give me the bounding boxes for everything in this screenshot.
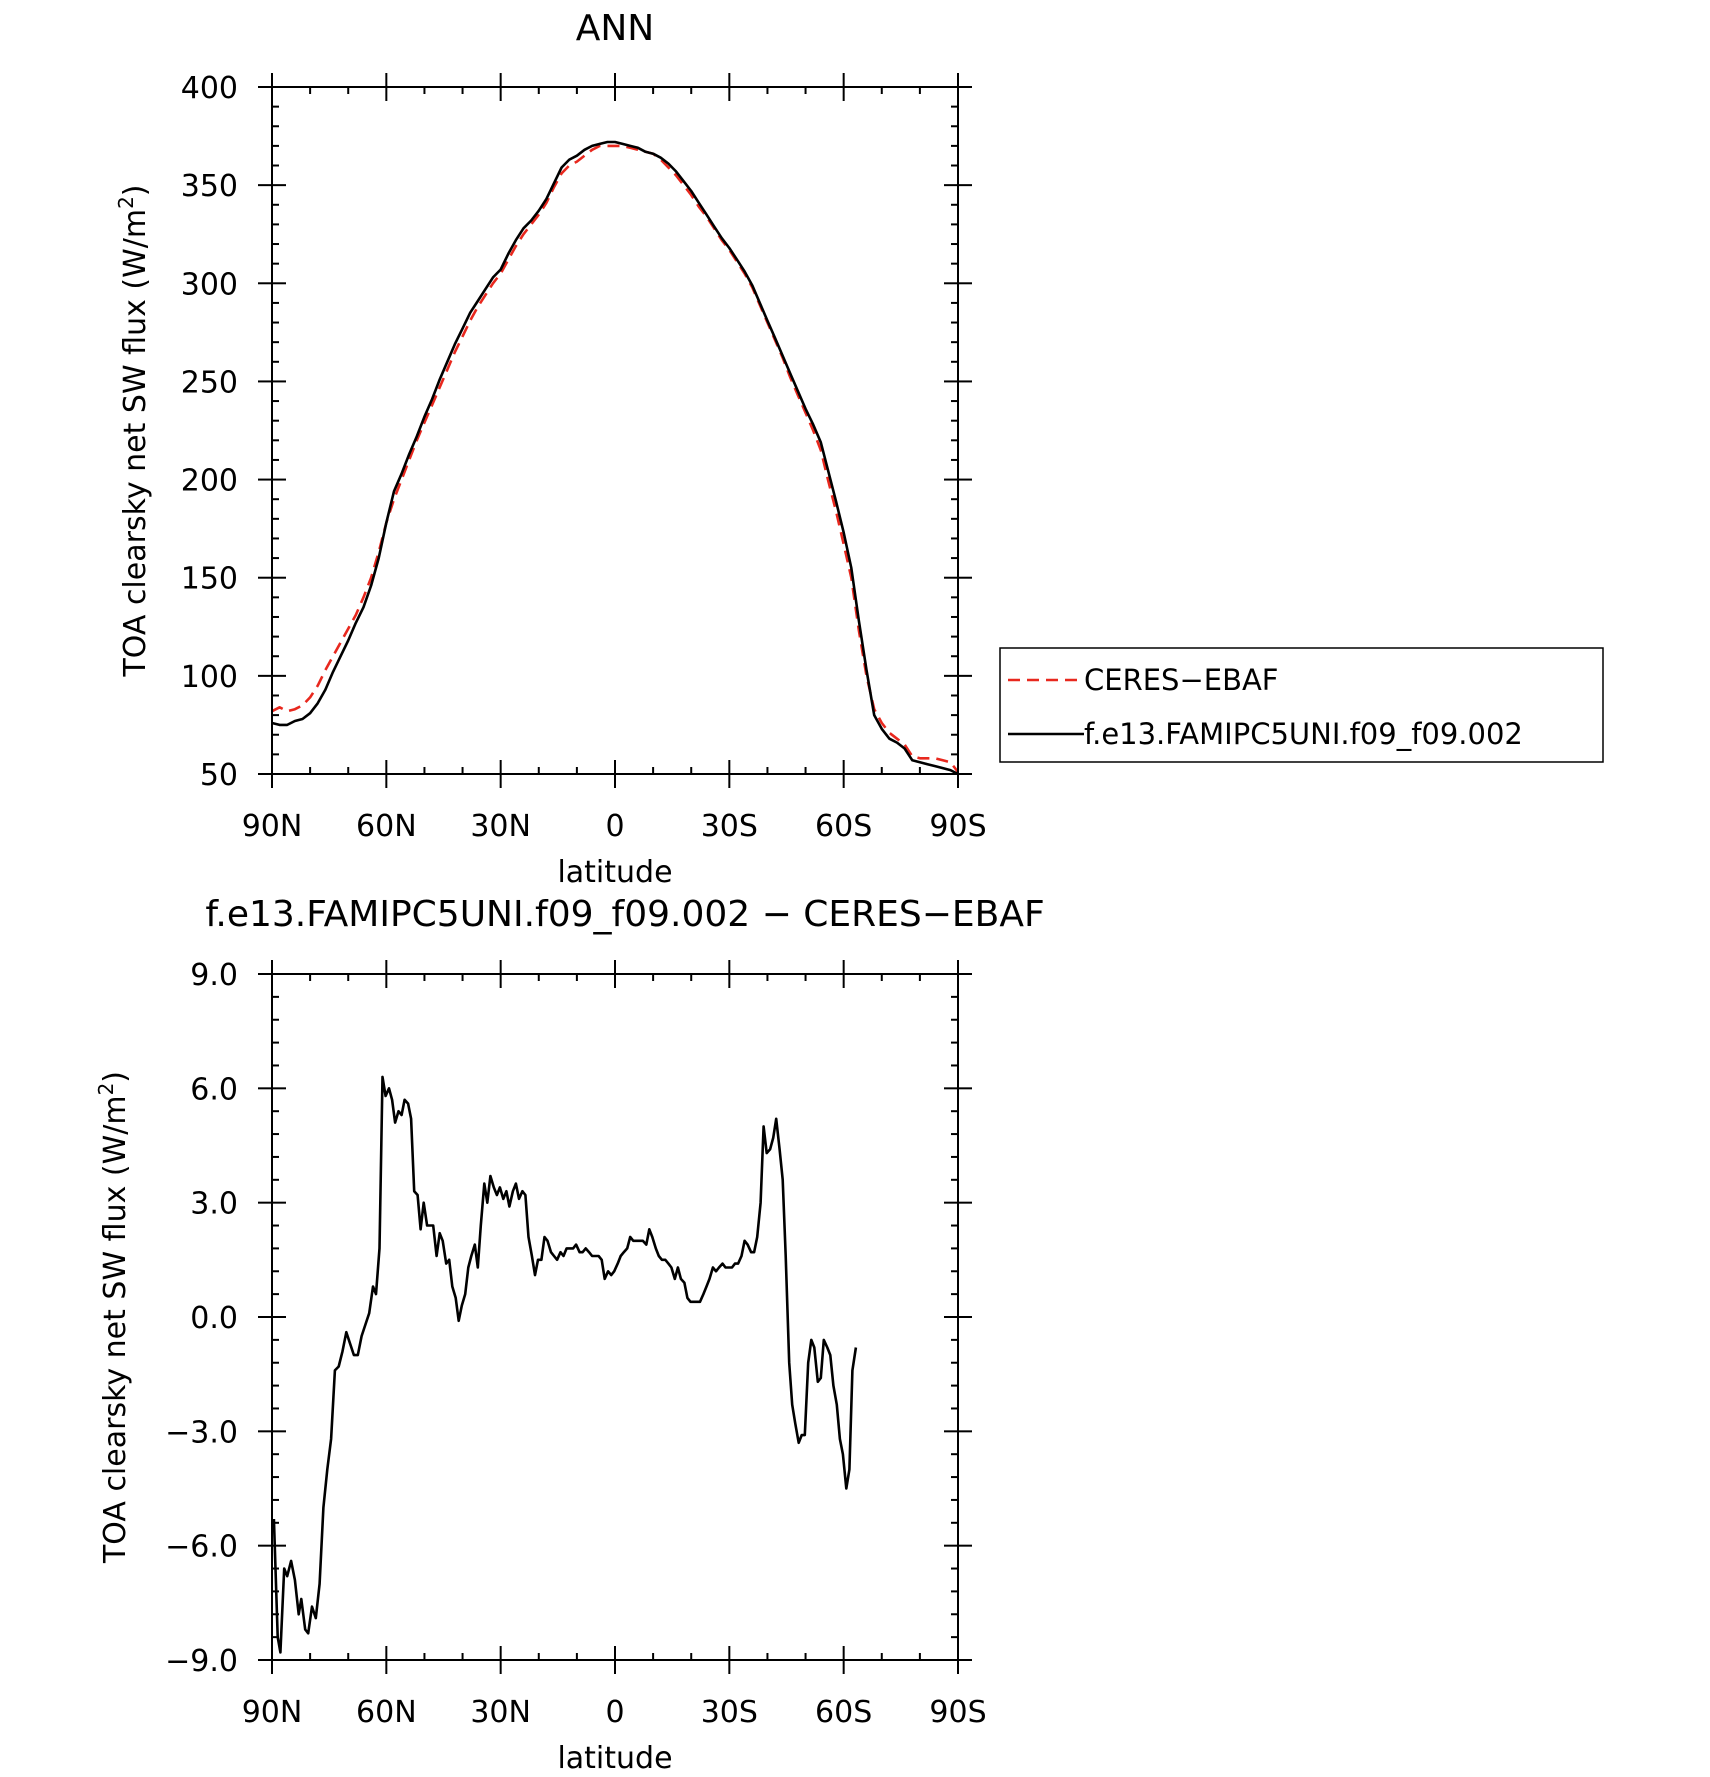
x-tick-label: 60S: [815, 809, 872, 844]
y-tick-label: 3.0: [190, 1187, 238, 1222]
x-tick-label: 90N: [242, 809, 303, 844]
y-tick-label: 200: [181, 464, 238, 499]
x-tick-label: 90S: [929, 1695, 986, 1730]
y-tick-label: −3.0: [165, 1415, 238, 1450]
y-tick-label: −9.0: [165, 1644, 238, 1679]
legend-label-model: f.e13.FAMIPC5UNI.f09_f09.002: [1084, 717, 1523, 751]
series-line-0: [271, 144, 960, 773]
chart-title: ANN: [576, 8, 655, 49]
y-tick-label: 9.0: [190, 958, 238, 993]
x-axis-label: latitude: [557, 1741, 672, 1776]
x-tick-label: 0: [605, 1695, 624, 1730]
difference-line-chart: f.e13.FAMIPC5UNI.f09_f09.002 − CERES−EBA…: [94, 894, 1045, 1776]
legend: CERES−EBAF f.e13.FAMIPC5UNI.f09_f09.002: [999, 647, 1604, 763]
x-tick-label: 60N: [356, 1695, 417, 1730]
series-line-1: [271, 140, 959, 776]
y-tick-label: 150: [181, 562, 238, 597]
y-axis-label: TOA clearsky net SW flux (W/m2): [114, 184, 153, 677]
y-tick-label: 6.0: [190, 1072, 238, 1107]
y-tick-label: 0.0: [190, 1301, 238, 1336]
y-tick-label: −6.0: [165, 1530, 238, 1565]
x-tick-label: 30S: [701, 809, 758, 844]
x-tick-label: 90S: [929, 809, 986, 844]
plot-frame: [271, 973, 959, 1661]
plot-frame: [271, 86, 959, 775]
chart-title: f.e13.FAMIPC5UNI.f09_f09.002 − CERES−EBA…: [205, 894, 1044, 935]
x-tick-label: 60N: [356, 809, 417, 844]
series-line-0: [272, 1075, 858, 1654]
legend-box: [999, 647, 1604, 763]
x-tick-label: 30N: [470, 809, 531, 844]
y-axis-label: TOA clearsky net SW flux (W/m2): [94, 1071, 133, 1564]
y-tick-label: 400: [181, 71, 238, 106]
y-tick-label: 100: [181, 660, 238, 695]
y-tick-label: 300: [181, 267, 238, 302]
x-tick-label: 0: [605, 809, 624, 844]
x-axis-label: latitude: [557, 855, 672, 890]
x-tick-label: 90N: [242, 1695, 303, 1730]
legend-label-ceres: CERES−EBAF: [1084, 663, 1279, 697]
x-tick-label: 30S: [701, 1695, 758, 1730]
x-tick-label: 60S: [815, 1695, 872, 1730]
y-tick-label: 50: [200, 758, 238, 793]
y-tick-label: 250: [181, 365, 238, 400]
y-tick-label: 350: [181, 169, 238, 204]
x-tick-label: 30N: [470, 1695, 531, 1730]
